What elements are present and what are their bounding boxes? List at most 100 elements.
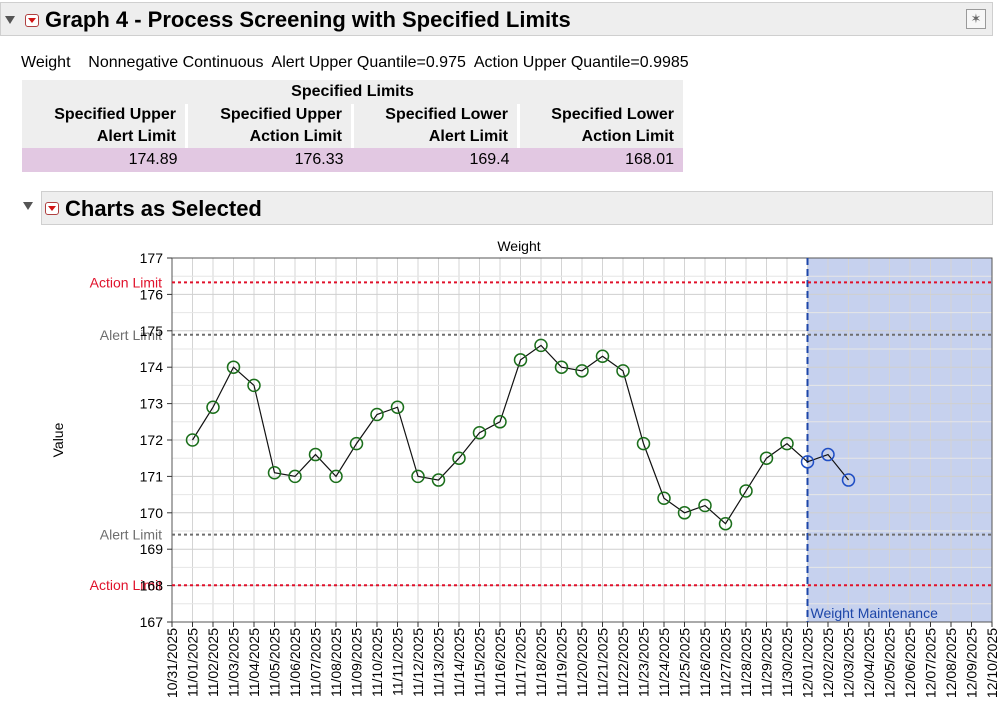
data-point bbox=[308, 447, 323, 462]
data-point bbox=[452, 451, 466, 465]
data-point bbox=[759, 451, 774, 465]
x-tick-label: 11/21/2025 bbox=[595, 628, 611, 697]
data-point bbox=[472, 425, 487, 440]
x-tick-label: 11/20/2025 bbox=[574, 628, 590, 697]
x-tick-label: 11/29/2025 bbox=[759, 628, 775, 697]
x-tick-label: 11/17/2025 bbox=[513, 628, 529, 697]
data-point bbox=[780, 436, 794, 451]
x-tick-label: 12/08/2025 bbox=[943, 628, 959, 698]
x-tick-label: 11/09/2025 bbox=[349, 628, 365, 697]
specified-limits-table: Specified Limits Specified Upper Alert L… bbox=[22, 80, 683, 172]
x-tick-label: 11/15/2025 bbox=[472, 628, 488, 697]
y-tick-label: 170 bbox=[140, 505, 164, 521]
data-point bbox=[390, 400, 405, 414]
data-point bbox=[206, 400, 220, 414]
y-tick-label: 169 bbox=[140, 541, 164, 557]
x-tick-label: 11/10/2025 bbox=[369, 628, 385, 697]
y-tick-label: 172 bbox=[140, 432, 164, 448]
data-point bbox=[800, 455, 815, 469]
data-point bbox=[185, 433, 200, 447]
data-point bbox=[554, 360, 569, 374]
x-tick-label: 11/25/2025 bbox=[677, 628, 693, 697]
x-tick-label: 11/05/2025 bbox=[267, 628, 283, 697]
alert-limit-label: Alert Limit bbox=[100, 527, 162, 543]
red-triangle-menu-icon[interactable] bbox=[25, 14, 39, 27]
x-tick-label: 11/03/2025 bbox=[226, 628, 242, 697]
red-triangle-menu-icon[interactable] bbox=[45, 202, 59, 215]
data-point bbox=[698, 498, 712, 513]
pin-report-icon[interactable]: ✶ bbox=[966, 9, 986, 29]
x-tick-label: 11/22/2025 bbox=[615, 628, 631, 697]
y-tick-label: 167 bbox=[140, 614, 164, 630]
x-tick-label: 11/23/2025 bbox=[636, 628, 652, 697]
data-point bbox=[657, 491, 671, 505]
x-tick-label: 11/11/2025 bbox=[390, 628, 406, 696]
table-cell: 169.4 bbox=[352, 148, 519, 172]
data-point bbox=[718, 516, 733, 531]
data-point bbox=[288, 469, 302, 484]
x-tick-label: 11/28/2025 bbox=[738, 628, 754, 697]
action-limit-label: Action Limit bbox=[90, 577, 162, 593]
disclosure-triangle-icon[interactable] bbox=[23, 202, 33, 210]
data-point bbox=[226, 360, 241, 374]
x-tick-label: 11/27/2025 bbox=[718, 628, 734, 697]
y-tick-label: 177 bbox=[140, 250, 164, 266]
disclosure-triangle-icon[interactable] bbox=[5, 16, 15, 24]
data-point bbox=[821, 447, 835, 462]
data-point bbox=[513, 353, 528, 367]
report-outline-header: Graph 4 - Process Screening with Specifi… bbox=[0, 2, 993, 36]
table-cell: 168.01 bbox=[518, 148, 683, 172]
x-tick-label: 11/19/2025 bbox=[554, 628, 570, 697]
x-tick-label: 11/12/2025 bbox=[410, 628, 426, 697]
x-tick-label: 11/24/2025 bbox=[656, 628, 672, 697]
data-point bbox=[677, 506, 692, 520]
data-point bbox=[329, 469, 343, 484]
column-header: Specified Upper Alert Limit bbox=[22, 104, 188, 148]
x-tick-label: 12/05/2025 bbox=[882, 628, 898, 698]
y-tick-label: 173 bbox=[140, 396, 164, 412]
charts-outline-header: Charts as Selected bbox=[41, 191, 993, 225]
action-limit-label: Action Limit bbox=[90, 274, 162, 290]
y-tick-label: 171 bbox=[140, 468, 164, 484]
x-tick-label: 10/31/2025 bbox=[164, 628, 180, 698]
x-tick-label: 12/04/2025 bbox=[861, 628, 877, 698]
x-tick-label: 11/16/2025 bbox=[492, 628, 508, 697]
data-point bbox=[636, 436, 651, 451]
data-point bbox=[411, 469, 425, 484]
table-title: Specified Limits bbox=[22, 80, 683, 104]
x-tick-label: 11/30/2025 bbox=[779, 628, 795, 697]
x-tick-label: 12/03/2025 bbox=[841, 628, 857, 698]
data-point bbox=[595, 349, 610, 364]
table-row: 174.89 176.33 169.4 168.01 bbox=[22, 148, 683, 172]
data-point bbox=[431, 473, 446, 487]
data-point bbox=[534, 338, 548, 353]
x-tick-label: 11/02/2025 bbox=[205, 628, 221, 697]
x-tick-label: 11/08/2025 bbox=[328, 628, 344, 697]
phase-label: Weight Maintenance bbox=[811, 605, 939, 621]
data-point bbox=[616, 364, 630, 378]
x-tick-label: 12/09/2025 bbox=[964, 628, 980, 698]
column-header: Specified Lower Alert Limit bbox=[352, 104, 520, 148]
column-header: Specified Lower Action Limit bbox=[518, 104, 683, 148]
data-point bbox=[493, 415, 507, 429]
data-point bbox=[370, 407, 384, 422]
x-tick-label: 11/14/2025 bbox=[451, 628, 467, 697]
data-point bbox=[739, 484, 753, 498]
data-point bbox=[267, 466, 282, 480]
y-tick-label: 174 bbox=[140, 359, 164, 375]
weight-series-line bbox=[191, 344, 849, 525]
y-tick-label: 176 bbox=[140, 286, 164, 302]
x-tick-label: 12/10/2025 bbox=[984, 628, 999, 698]
report-title: Graph 4 - Process Screening with Specifi… bbox=[45, 7, 571, 32]
data-point bbox=[349, 436, 364, 451]
table-cell: 174.89 bbox=[22, 148, 187, 172]
data-point bbox=[575, 364, 589, 378]
table-cell: 176.33 bbox=[186, 148, 353, 172]
y-tick-label: 175 bbox=[140, 323, 164, 339]
column-header: Specified Upper Action Limit bbox=[186, 104, 354, 148]
x-tick-label: 11/13/2025 bbox=[431, 628, 447, 697]
chart-title: Weight bbox=[497, 238, 540, 254]
y-tick-label: 168 bbox=[140, 578, 164, 594]
x-tick-label: 12/01/2025 bbox=[800, 628, 816, 698]
